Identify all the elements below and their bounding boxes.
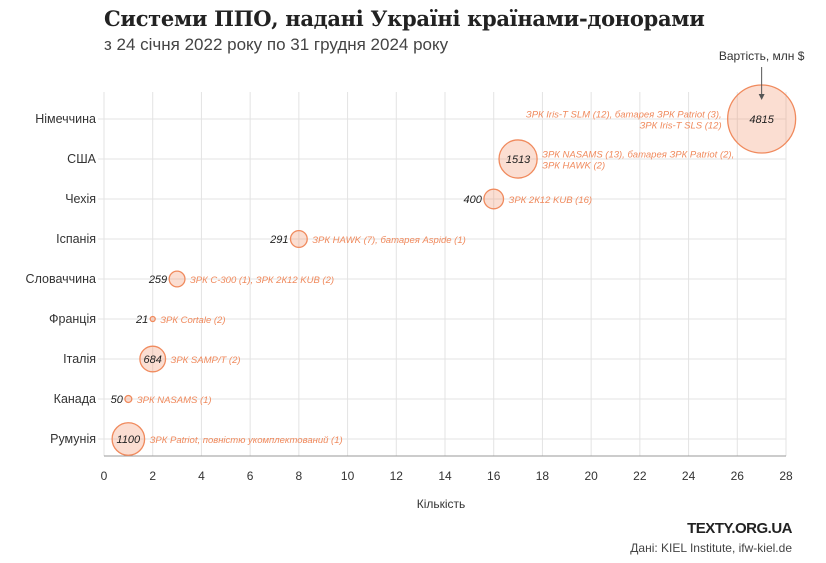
x-tick-label: 4 <box>198 469 205 483</box>
systems-annotation: ЗРК 2К12 KUB (16) <box>509 195 593 206</box>
bubble <box>111 422 146 456</box>
bubble <box>498 139 538 179</box>
bubble <box>139 345 167 373</box>
bubble-value-label: 684 <box>144 354 162 366</box>
bubble-value-label: 259 <box>148 274 167 286</box>
x-axis-title: Кількість <box>417 497 466 511</box>
bubble-value-label: 1100 <box>117 434 142 446</box>
y-tick-label: США <box>67 152 96 166</box>
x-tick-label: 26 <box>731 469 745 483</box>
y-tick-label: Чехія <box>65 192 96 206</box>
chart-subtitle: з 24 січня 2022 року по 31 грудня 2024 р… <box>104 35 449 54</box>
systems-annotation: ЗРК Iris-T SLS (12) <box>639 121 721 132</box>
y-tick-label: Словаччина <box>26 272 97 286</box>
x-tick-label: 0 <box>101 469 108 483</box>
x-tick-label: 22 <box>633 469 647 483</box>
x-tick-label: 24 <box>682 469 696 483</box>
chart-title: Системи ППО, надані Україні країнами-дон… <box>104 6 705 31</box>
x-tick-label: 6 <box>247 469 254 483</box>
bubble <box>149 315 156 323</box>
y-tick-label: Італія <box>63 352 96 366</box>
systems-annotation: ЗРК NASAMS (1) <box>137 395 212 406</box>
x-tick-label: 8 <box>296 469 303 483</box>
x-tick-label: 16 <box>487 469 501 483</box>
arrow-head-icon <box>758 94 765 100</box>
bubble-value-label: 4815 <box>749 114 774 126</box>
bubble <box>124 394 133 404</box>
systems-annotation: ЗРК HAWK (2) <box>542 161 605 172</box>
y-tick-label: Іспанія <box>56 232 96 246</box>
x-tick-label: 10 <box>341 469 355 483</box>
systems-annotation: ЗРК NASAMS (13), батарея ЗРК Patriot (2)… <box>542 150 734 161</box>
bubble-value-label: 1513 <box>506 154 531 166</box>
bubble <box>483 188 505 210</box>
systems-annotation: ЗРК Cortale (2) <box>160 315 225 326</box>
x-tick-label: 28 <box>779 469 793 483</box>
size-legend-label: Вартість, млн $ <box>719 49 805 63</box>
y-tick-label: Франція <box>49 312 96 326</box>
x-tick-label: 20 <box>584 469 598 483</box>
brand-logo: TEXTY.ORG.UA <box>687 520 792 537</box>
source-note: Дані: KIEL Institute, ifw-kiel.de <box>630 541 792 555</box>
systems-annotation: ЗРК Patriot, повністю укомплектований (1… <box>150 435 343 446</box>
y-tick-label: Канада <box>54 392 96 406</box>
x-tick-label: 14 <box>438 469 452 483</box>
y-tick-label: Румунія <box>50 432 96 446</box>
x-tick-label: 2 <box>149 469 156 483</box>
systems-annotation: ЗРК SAMP/T (2) <box>171 355 241 366</box>
bubble-value-label: 400 <box>464 194 483 206</box>
systems-annotation: ЗРК С-300 (1), ЗРК 2К12 KUB (2) <box>190 275 334 286</box>
bubble-value-label: 21 <box>135 314 148 326</box>
bubble-value-label: 50 <box>111 394 124 406</box>
bubble <box>168 270 186 288</box>
y-tick-label: Німеччина <box>35 112 96 126</box>
systems-annotation: ЗРК Iris-T SLM (12), батарея ЗРК Patriot… <box>526 110 722 121</box>
systems-annotation: ЗРК HAWK (7), батарея Aspide (1) <box>312 235 466 246</box>
bubble-value-label: 291 <box>269 234 288 246</box>
bubble <box>289 229 308 249</box>
x-tick-label: 12 <box>390 469 404 483</box>
x-tick-label: 18 <box>536 469 550 483</box>
